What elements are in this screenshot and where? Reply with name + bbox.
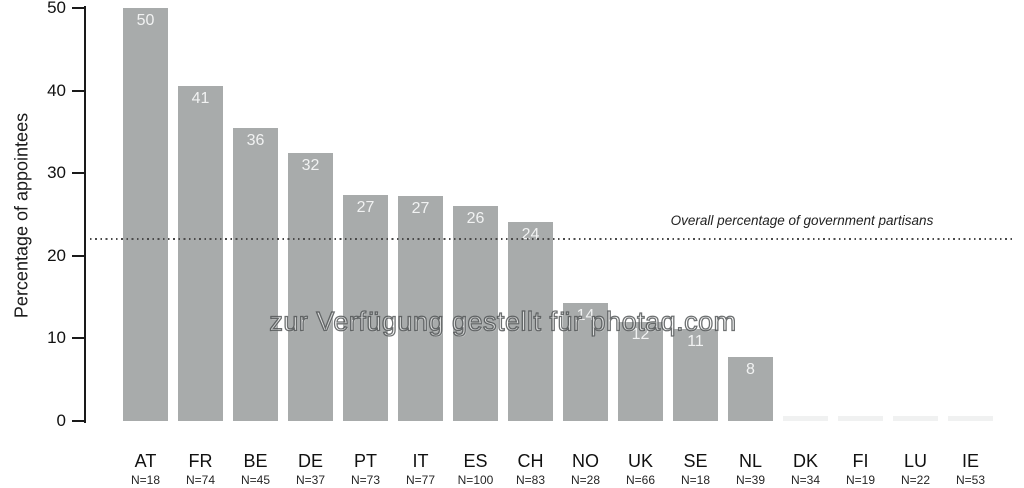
bar-es: 26 — [453, 206, 498, 421]
y-tick-label: 0 — [56, 411, 66, 430]
x-sample-size-label: N=18 — [680, 473, 711, 487]
x-sample-size-label: N=37 — [295, 473, 326, 487]
bar-at: 50 — [123, 8, 168, 421]
y-tick-label: 30 — [47, 163, 66, 183]
x-sample-size-label: N=77 — [405, 473, 436, 487]
x-category-label-dk: DK — [792, 451, 818, 471]
ghost-bar-dk — [783, 416, 828, 421]
x-sample-size-label: N=18 — [130, 473, 161, 487]
y-tick-label: 40 — [47, 80, 66, 100]
x-category-label-nl: NL — [738, 451, 762, 471]
y-tick-mark — [72, 7, 85, 9]
y-tick-mark — [72, 89, 85, 92]
bar-de: 32 — [288, 153, 333, 421]
bar-no: 14 — [563, 302, 608, 421]
x-sample-size-label: N=73 — [350, 473, 381, 487]
x-category-label-ie: IE — [961, 451, 979, 471]
ghost-bar-lu — [893, 416, 938, 421]
bar-value-label: 27 — [356, 198, 375, 216]
bar-pt: 27 — [343, 194, 388, 421]
x-category-label-pt: PT — [353, 451, 377, 471]
x-sample-size-label: N=66 — [625, 473, 656, 487]
watermark: zur Verfügung gestellt für photaq.com — [269, 306, 737, 337]
bar-value-label: 41 — [191, 90, 210, 108]
y-axis-title: Percentage of appointees — [11, 112, 32, 319]
x-sample-size-label: N=53 — [955, 473, 986, 487]
x-sample-size-label: N=22 — [900, 473, 931, 487]
x-category-label-de: DE — [297, 451, 323, 471]
x-category-label-fr: FR — [188, 451, 213, 471]
x-category-label-uk: UK — [627, 451, 653, 471]
bar-value-label: 26 — [466, 210, 485, 228]
y-tick-label: 20 — [47, 245, 66, 265]
y-tick-mark — [72, 337, 85, 340]
bar-value-label: 36 — [246, 131, 265, 149]
x-sample-size-label: N=28 — [570, 473, 601, 487]
ghost-bar-fi — [838, 416, 883, 421]
bar-uk: 12 — [618, 321, 663, 421]
bar-value-label: 11 — [687, 333, 704, 351]
ghost-bar-ie — [948, 416, 993, 421]
bar-fr: 41 — [178, 86, 223, 421]
x-category-label-at: AT — [134, 451, 157, 471]
x-sample-size-label: N=19 — [845, 473, 876, 487]
x-category-label-es: ES — [463, 451, 488, 471]
reference-line-label: Overall percentage of government partisa… — [670, 213, 934, 229]
y-tick-label: 10 — [47, 328, 66, 348]
x-sample-size-label: N=34 — [790, 473, 821, 487]
y-tick-mark — [72, 420, 85, 422]
bar-value-label: 32 — [301, 157, 320, 175]
bar-value-label: 27 — [411, 199, 430, 217]
y-tick-label: 50 — [47, 0, 66, 17]
x-category-label-no: NO — [572, 451, 599, 471]
bar-value-label: 50 — [136, 12, 155, 29]
x-category-label-ch: CH — [517, 451, 544, 471]
y-tick-mark — [72, 172, 85, 175]
bar-value-label: 8 — [746, 361, 755, 379]
bar-se: 11 — [673, 329, 718, 421]
bar-value-label: 14 — [576, 306, 595, 324]
x-category-label-se: SE — [683, 451, 708, 471]
x-sample-size-label: N=100 — [457, 473, 494, 487]
x-sample-size-label: N=39 — [735, 473, 766, 487]
x-sample-size-label: N=45 — [240, 473, 271, 487]
x-category-label-fi: FI — [852, 451, 869, 471]
x-category-label-be: BE — [243, 451, 268, 471]
y-tick-mark — [72, 254, 85, 257]
x-sample-size-label: N=74 — [185, 473, 216, 487]
x-category-label-lu: LU — [903, 451, 927, 471]
bar-value-label: 12 — [631, 325, 650, 343]
reference-line — [90, 238, 1015, 241]
x-category-label-it: IT — [412, 451, 429, 471]
bar-ch: 24 — [508, 221, 553, 421]
bar-it: 27 — [398, 195, 443, 421]
bar-be: 36 — [233, 127, 278, 421]
bar-value-label: 24 — [521, 225, 540, 243]
y-axis-line — [84, 6, 86, 423]
x-sample-size-label: N=83 — [515, 473, 546, 487]
bar-nl: 8 — [728, 357, 773, 421]
